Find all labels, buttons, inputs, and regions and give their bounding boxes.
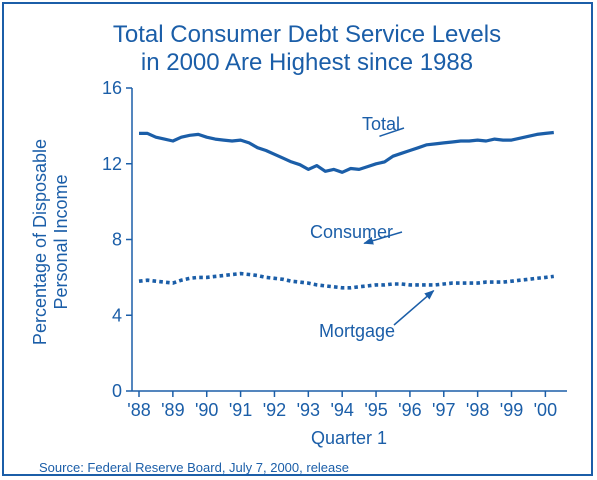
x-tick-label: '94 xyxy=(330,400,353,420)
x-tick-label: '89 xyxy=(161,400,184,420)
x-tick-label: '91 xyxy=(229,400,252,420)
y-ticks: 0 4 8 12 16 xyxy=(102,78,132,401)
series-layer xyxy=(138,130,555,290)
y-tick-label: 0 xyxy=(112,381,122,401)
y-axis-label-line-1: Percentage of Disposable xyxy=(30,139,50,345)
x-tick-label: '88 xyxy=(127,400,150,420)
series-line-total xyxy=(139,130,554,174)
x-tick-label: '96 xyxy=(398,400,421,420)
x-axis-label: Quarter 1 xyxy=(311,428,387,448)
debt-service-chart: Total Consumer Debt Service Levels in 20… xyxy=(30,21,567,448)
chart-title-line-1: Total Consumer Debt Service Levels xyxy=(113,21,501,48)
x-tick-label: '90 xyxy=(195,400,218,420)
y-tick-label: 4 xyxy=(112,305,122,325)
chart-frame: Total Consumer Debt Service Levels in 20… xyxy=(2,2,593,476)
x-tick-label: '99 xyxy=(500,400,523,420)
annotation-leader-mortgage xyxy=(393,289,435,326)
x-tick-label: '98 xyxy=(466,400,489,420)
annotation-label-mortgage: Mortgage xyxy=(319,321,395,341)
series-line-consumer xyxy=(138,271,555,290)
x-tick-label: '92 xyxy=(263,400,286,420)
y-axis-label-line-2: Personal Income xyxy=(51,174,71,309)
x-tick-label: '93 xyxy=(297,400,320,420)
annotation-leader-total xyxy=(379,127,405,138)
chart-title-line-2: in 2000 Are Highest since 1988 xyxy=(141,49,473,76)
x-tick-label: '97 xyxy=(432,400,455,420)
source-note: Source: Federal Reserve Board, July 7, 2… xyxy=(39,460,350,475)
x-tick-label: '00 xyxy=(534,400,557,420)
annotation-label-total: Total xyxy=(362,114,400,134)
y-tick-label: 8 xyxy=(112,230,122,250)
x-tick-label: '95 xyxy=(364,400,387,420)
annotation-leader-consumer xyxy=(363,231,403,245)
y-tick-label: 16 xyxy=(102,78,122,98)
x-ticks: '88 '89 '90 '91 '92 '93 '94 '95 '96 '97 '98 '99 '00 xyxy=(127,391,557,420)
y-tick-label: 12 xyxy=(102,154,122,174)
